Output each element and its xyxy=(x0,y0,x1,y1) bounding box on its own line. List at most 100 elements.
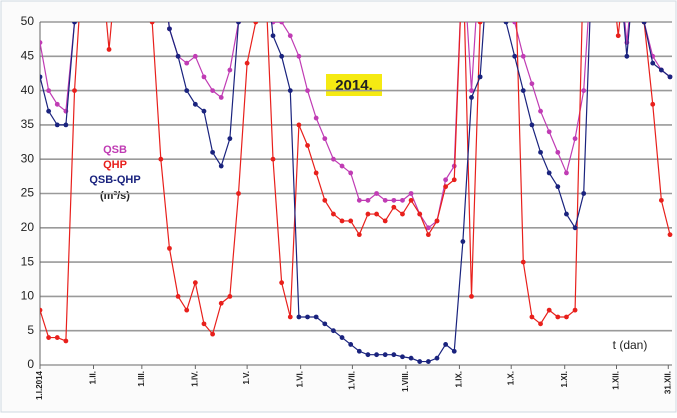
data-point xyxy=(400,197,405,203)
data-point xyxy=(538,108,543,114)
data-point xyxy=(279,280,285,286)
series-group xyxy=(40,22,673,364)
data-point xyxy=(313,170,319,176)
data-point xyxy=(477,74,483,80)
data-point xyxy=(538,149,543,155)
data-point xyxy=(374,211,379,217)
data-point xyxy=(564,211,569,217)
data-point xyxy=(63,122,69,128)
data-point xyxy=(192,53,198,59)
series-line xyxy=(40,22,671,363)
data-point xyxy=(451,177,457,183)
data-point xyxy=(667,232,673,238)
y-tick-label: 30 xyxy=(21,151,35,165)
data-point xyxy=(451,348,457,354)
data-point xyxy=(546,170,552,176)
data-point xyxy=(210,331,216,337)
data-point xyxy=(650,101,656,107)
data-point xyxy=(512,22,518,25)
data-point xyxy=(555,314,561,320)
data-point xyxy=(529,314,535,320)
data-point xyxy=(348,170,354,176)
data-point xyxy=(106,47,112,52)
data-point xyxy=(365,197,371,203)
data-point xyxy=(348,342,354,347)
data-point xyxy=(425,232,431,238)
data-point xyxy=(149,22,155,25)
data-point xyxy=(546,129,552,135)
x-tick-label: 1.VIII. xyxy=(401,371,410,392)
data-point xyxy=(391,352,397,358)
legend-label: QSB xyxy=(103,144,127,156)
data-point xyxy=(382,218,388,224)
y-tick-label: 0 xyxy=(27,357,34,371)
data-point xyxy=(391,204,397,210)
data-point xyxy=(72,22,77,25)
x-tick-label: 1.IV. xyxy=(190,371,199,387)
data-point xyxy=(434,355,440,361)
data-point xyxy=(218,163,224,169)
data-point xyxy=(469,95,474,100)
data-point xyxy=(40,74,43,80)
y-tick-label: 20 xyxy=(21,220,35,234)
data-point xyxy=(270,156,276,162)
data-point xyxy=(348,218,354,224)
data-point xyxy=(529,81,535,87)
data-point xyxy=(650,60,656,66)
data-point xyxy=(46,108,52,114)
data-point xyxy=(520,259,526,265)
data-point xyxy=(408,191,414,196)
data-point xyxy=(658,197,664,203)
data-point xyxy=(477,22,483,25)
data-point xyxy=(40,307,43,313)
data-point xyxy=(167,245,172,251)
data-point xyxy=(460,239,466,244)
data-point xyxy=(572,307,578,313)
data-point xyxy=(305,314,310,320)
data-point xyxy=(624,53,630,59)
data-point xyxy=(615,33,621,39)
data-point xyxy=(192,280,198,286)
data-point xyxy=(365,211,371,217)
data-point xyxy=(201,74,207,80)
data-point xyxy=(218,300,224,306)
data-point xyxy=(40,40,43,45)
data-point xyxy=(313,115,319,121)
data-point xyxy=(184,307,190,313)
data-point xyxy=(305,143,310,148)
data-point xyxy=(400,354,405,360)
data-point xyxy=(658,67,664,73)
data-point xyxy=(572,136,578,142)
data-point xyxy=(201,108,207,114)
data-point xyxy=(408,355,414,361)
data-point xyxy=(201,321,207,327)
data-point xyxy=(581,191,587,196)
data-point xyxy=(339,335,345,340)
data-point xyxy=(46,88,52,93)
data-point xyxy=(175,294,181,299)
x-tick-label: 1.VII. xyxy=(348,371,357,390)
data-point xyxy=(572,225,578,231)
data-point xyxy=(374,352,379,358)
data-point xyxy=(296,314,302,320)
data-point xyxy=(279,53,285,59)
data-point xyxy=(667,74,673,80)
data-point xyxy=(184,60,190,66)
data-point xyxy=(305,88,310,93)
data-point xyxy=(184,88,190,93)
y-tick-label: 45 xyxy=(21,48,35,62)
data-point xyxy=(434,218,440,224)
data-point xyxy=(54,101,60,107)
data-point xyxy=(236,191,241,196)
data-point xyxy=(54,335,60,340)
data-point xyxy=(218,95,224,100)
data-point xyxy=(443,342,449,347)
data-point xyxy=(529,122,535,128)
data-point xyxy=(382,197,388,203)
data-point xyxy=(641,22,647,25)
data-point xyxy=(331,156,336,162)
data-point xyxy=(227,294,233,299)
data-point xyxy=(400,211,405,217)
data-point xyxy=(356,232,362,238)
